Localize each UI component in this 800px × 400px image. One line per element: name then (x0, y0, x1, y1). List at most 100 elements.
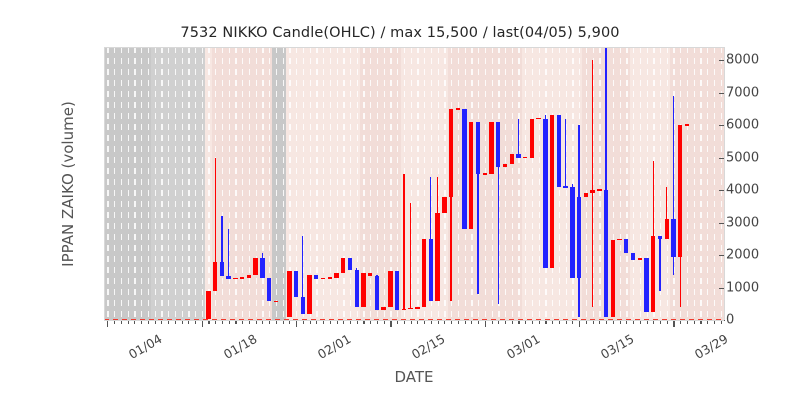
x-tick-mark (572, 320, 574, 324)
candle-wick (214, 157, 216, 291)
x-tick-mark (680, 320, 682, 324)
gridline-vertical (215, 47, 217, 320)
x-tick-mark (545, 320, 547, 324)
x-tick-mark (248, 320, 250, 324)
gridline-vertical (107, 47, 109, 320)
x-tick-mark (673, 320, 675, 327)
x-tick-mark (316, 320, 318, 324)
gridline-vertical (707, 47, 709, 320)
x-tick-label: 03/29 (692, 331, 731, 363)
y-tick-mark (719, 287, 725, 289)
x-tick-mark (478, 320, 480, 324)
candle-body (361, 272, 366, 307)
gridline-vertical (168, 47, 170, 320)
x-tick-mark (659, 320, 662, 324)
candle-body (651, 235, 656, 312)
gridline-vertical (289, 47, 291, 320)
gridline-vertical (693, 47, 695, 320)
candle-body (549, 115, 555, 268)
candle-wick (591, 60, 594, 307)
x-tick-mark (168, 320, 170, 324)
x-tick-mark (619, 320, 621, 324)
candle-body (469, 121, 474, 229)
gridline-vertical (484, 47, 487, 320)
candle-body (246, 274, 252, 278)
candle-body (341, 258, 346, 273)
gridline-vertical (262, 47, 264, 320)
gridline-vertical (329, 47, 332, 320)
gridline-vertical (666, 47, 668, 320)
candle-body (583, 193, 589, 197)
x-tick-mark (336, 320, 338, 324)
gridline-vertical (174, 47, 177, 320)
candle-body (536, 117, 541, 120)
x-tick-mark (552, 320, 554, 324)
gridline-vertical (383, 47, 385, 320)
candle-body (327, 276, 332, 279)
candle-body (374, 276, 380, 311)
x-tick-mark (626, 320, 628, 324)
x-tick-label: 02/15 (409, 331, 448, 363)
candle-body (630, 253, 636, 260)
gridline-vertical (134, 47, 136, 320)
candle-body (475, 121, 481, 174)
x-tick-mark (417, 320, 419, 324)
candle-body (455, 107, 460, 110)
candle-body (253, 258, 258, 275)
candle-body (421, 238, 427, 307)
gridline-vertical (248, 47, 251, 320)
candle-body (576, 196, 582, 278)
x-tick-mark (255, 320, 257, 324)
candle-body (334, 272, 339, 278)
candle-body (219, 261, 225, 277)
gridline-vertical (255, 47, 257, 320)
candle-body (624, 238, 629, 254)
gridline-vertical (410, 47, 412, 320)
gridline-vertical (504, 47, 507, 320)
gridline-vertical (619, 47, 621, 320)
y-tick-label: 4000 (726, 182, 760, 198)
candle-body (239, 276, 245, 279)
candle-wick (403, 173, 405, 311)
x-tick-mark (208, 320, 210, 324)
x-tick-mark (289, 320, 291, 324)
candle-body (617, 238, 622, 241)
x-tick-mark (383, 320, 385, 324)
axis-spine (104, 47, 105, 320)
x-tick-mark (538, 320, 540, 324)
x-tick-mark (579, 320, 581, 327)
gridline-vertical (336, 47, 338, 320)
candle-body (212, 261, 218, 291)
x-tick-mark (666, 320, 668, 324)
gridline-vertical (606, 47, 608, 320)
gridline-vertical (424, 47, 426, 320)
gridline-vertical (659, 47, 662, 320)
candle-body (637, 258, 642, 260)
x-axis-label: DATE (394, 368, 434, 386)
gridline-vertical (370, 47, 372, 320)
x-tick-mark (390, 320, 392, 327)
x-tick-mark (518, 320, 520, 324)
candle-body (415, 307, 420, 309)
gridline-vertical (720, 47, 722, 320)
x-tick-mark (713, 320, 715, 324)
x-tick-mark (525, 320, 527, 324)
x-tick-mark (720, 320, 722, 324)
candle-body (408, 307, 413, 310)
candle-body (502, 164, 508, 168)
candle-wick (672, 95, 675, 275)
background-band (205, 47, 212, 320)
gridline-vertical (457, 47, 460, 320)
candle-body (543, 118, 548, 268)
gridline-vertical (518, 47, 520, 320)
y-tick-label: 0 (726, 312, 735, 328)
gridline-vertical (633, 47, 635, 320)
x-tick-mark (585, 320, 587, 324)
x-tick-mark (323, 320, 325, 324)
x-tick-mark (262, 320, 264, 324)
x-tick-mark (639, 320, 641, 324)
gridline-vertical (592, 47, 594, 320)
gridline-vertical (390, 47, 392, 320)
gridline-vertical (653, 47, 655, 320)
x-tick-mark (349, 320, 352, 324)
